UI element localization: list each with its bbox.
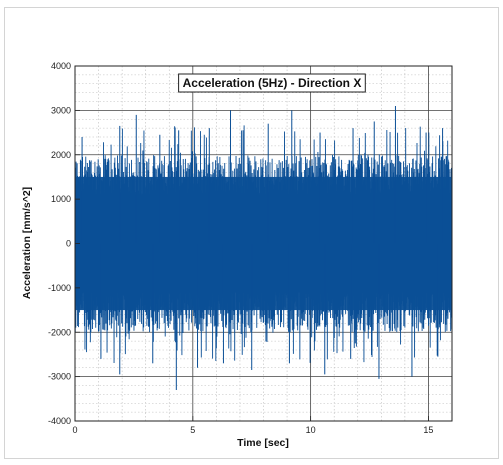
signal-series: [74, 105, 453, 390]
chart-title-border: [178, 73, 366, 93]
y-tick-label: -2000: [48, 327, 71, 337]
chart-title-box: Acceleration (5Hz) - Direction X: [178, 73, 366, 93]
y-tick-label: -3000: [48, 372, 71, 382]
y-tick-label: 3000: [51, 105, 71, 115]
x-tick-label: 0: [72, 425, 77, 435]
figure-frame: -4000 -3000 -2000 -1000 0 1000 2000 3000 4000 0 5…: [4, 7, 499, 459]
chart-title: Acceleration (5Hz) - Direction X: [183, 76, 362, 90]
x-tick-label: 10: [306, 425, 316, 435]
chart: -4000 -3000 -2000 -1000 0 1000 2000 3000 4000 0 5…: [21, 61, 453, 449]
y-tick-label: 4000: [51, 61, 71, 71]
signal-core-band: [75, 176, 452, 311]
y-tick-label: -1000: [48, 283, 71, 293]
y-axis: -4000 -3000 -2000 -1000 0 1000 2000 3000 4000: [48, 61, 80, 426]
y-axis-label: Acceleration [mm/s^2]: [21, 187, 33, 299]
x-axis-label: Time [sec]: [237, 437, 289, 449]
x-tick-label: 5: [190, 425, 195, 435]
y-tick-label: 2000: [51, 150, 71, 160]
y-tick-label: 0: [66, 239, 71, 249]
x-axis: 0 5 10 15: [72, 416, 433, 435]
y-tick-label: 1000: [51, 194, 71, 204]
y-tick-label: -4000: [48, 416, 71, 426]
x-tick-label: 15: [423, 425, 433, 435]
